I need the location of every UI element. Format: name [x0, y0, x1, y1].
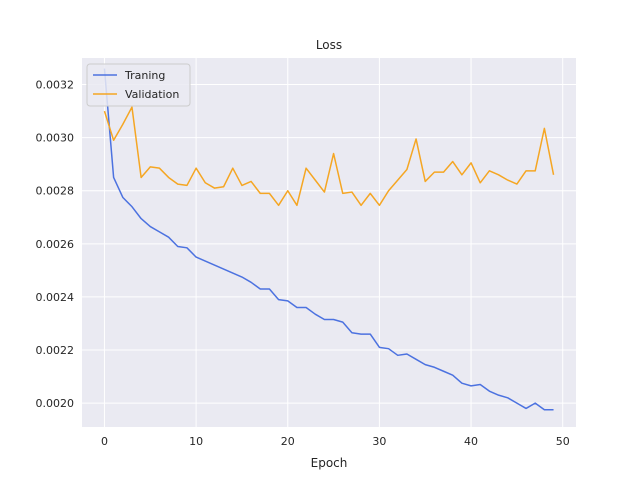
series-lines	[103, 68, 555, 411]
y-tick-label: 0.0026	[36, 238, 75, 251]
grid-lines	[82, 58, 576, 427]
y-tick-label: 0.0030	[36, 132, 75, 145]
chart-title: Loss	[316, 38, 342, 52]
x-axis-label: Epoch	[311, 456, 348, 470]
legend-label: Validation	[125, 88, 179, 101]
x-tick-label: 50	[556, 435, 570, 448]
series-line-traning	[103, 68, 554, 411]
x-tick-label: 0	[101, 435, 108, 448]
x-tick-labels: 0 10 20 30 40 50	[101, 435, 570, 448]
x-tick-label: 30	[372, 435, 386, 448]
y-tick-labels: 0.0020 0.0022 0.0024 0.0026 0.0028 0.0030 0.00…	[36, 79, 75, 411]
series-line-validation	[103, 106, 555, 207]
plot-area	[82, 58, 576, 427]
y-tick-label: 0.0022	[36, 344, 75, 357]
x-tick-label: 40	[464, 435, 478, 448]
legend-label: Traning	[124, 69, 165, 82]
y-tick-label: 0.0028	[36, 185, 75, 198]
y-tick-label: 0.0024	[36, 291, 75, 304]
x-tick-label: 10	[189, 435, 203, 448]
y-tick-label: 0.0020	[36, 397, 75, 410]
x-tick-label: 20	[281, 435, 295, 448]
y-tick-label: 0.0032	[36, 79, 75, 92]
legend: Traning Validation	[86, 63, 191, 107]
